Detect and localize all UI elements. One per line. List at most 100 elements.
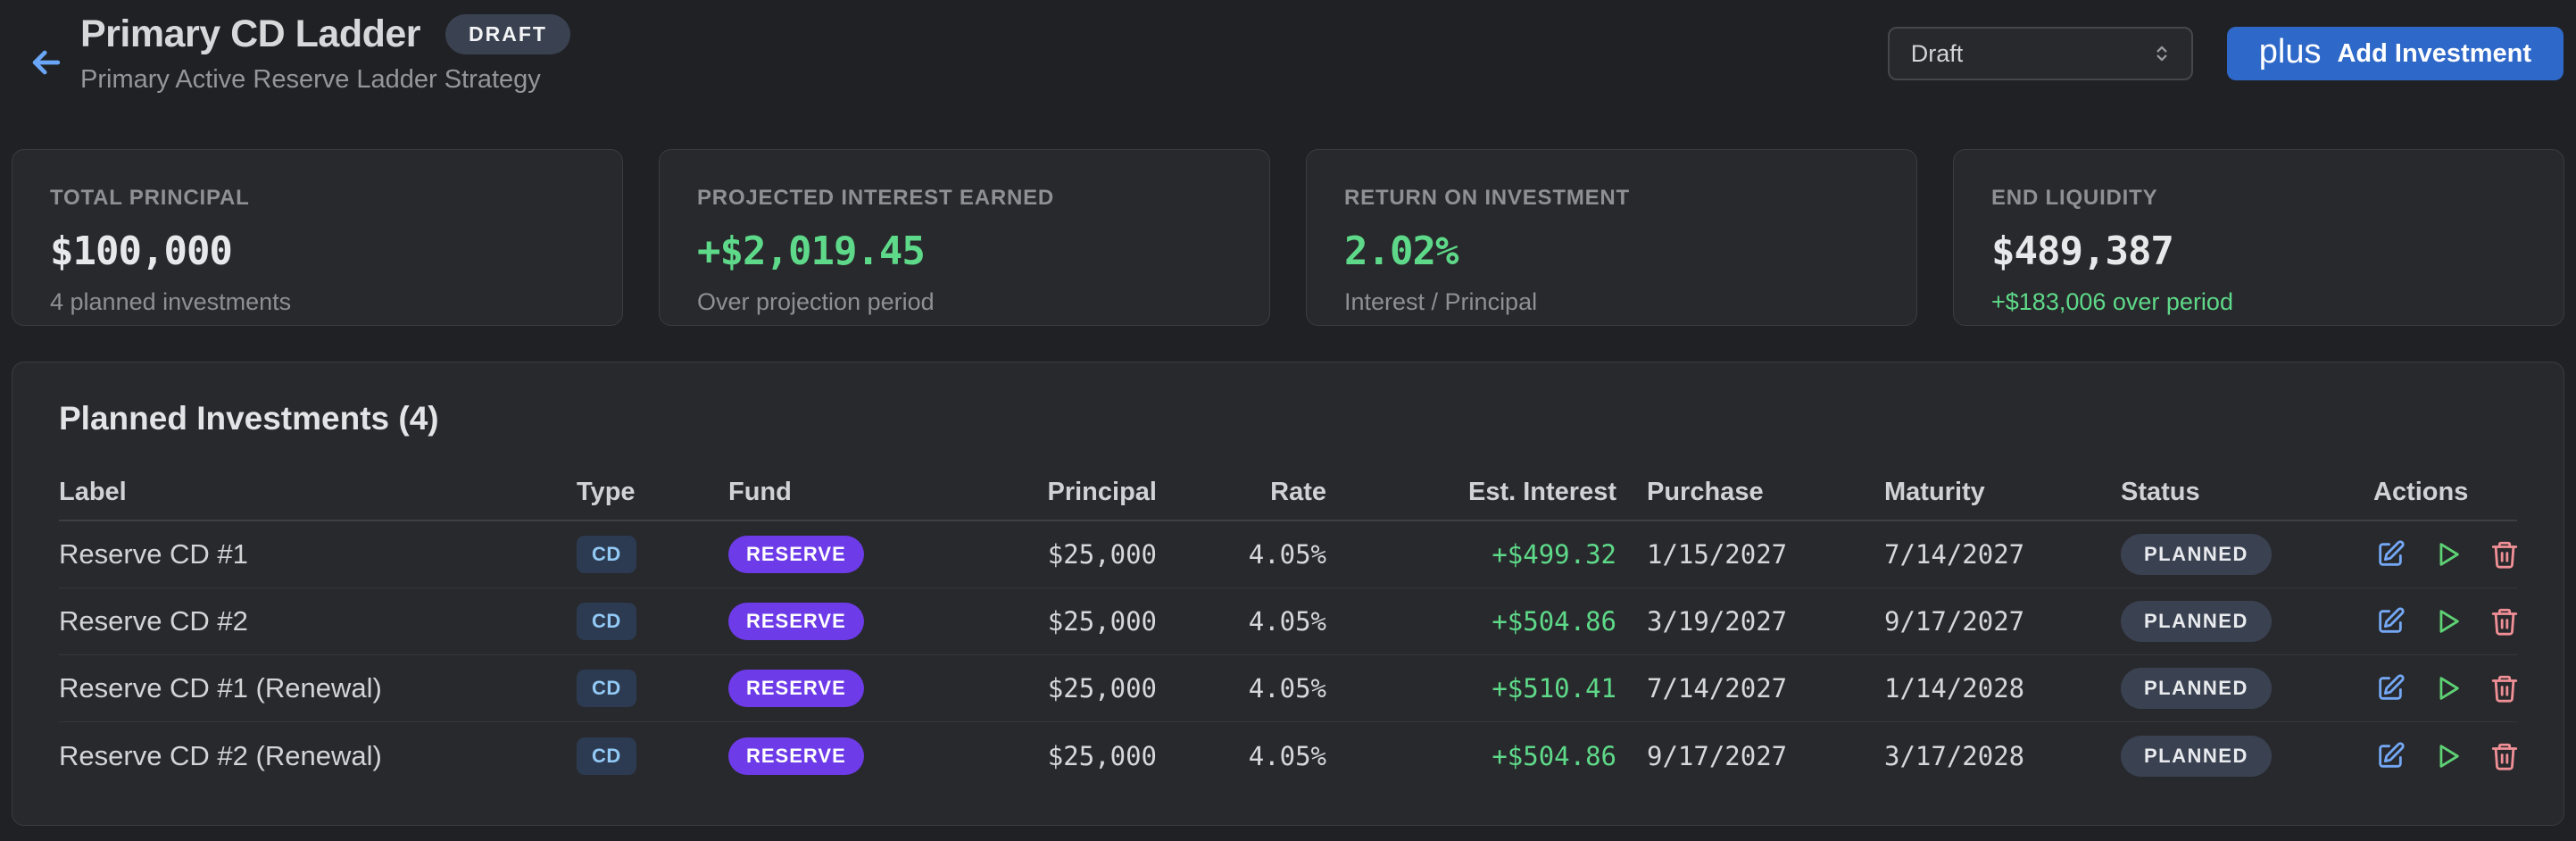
principal-value: $25,000	[1047, 539, 1157, 570]
est-interest-value: +$510.41	[1492, 673, 1616, 704]
stat-subtext: Over projection period	[697, 288, 935, 315]
stat-card-return-on-investment: RETURN ON INVESTMENT 2.02% Interest / Pr…	[1306, 149, 1917, 326]
table-row: Reserve CD #1 (Renewal) CD RESERVE $25,0…	[59, 655, 2518, 722]
fund-badge: RESERVE	[728, 670, 864, 707]
status-select[interactable]: Draft	[1887, 27, 2193, 80]
investment-label: Reserve CD #1	[59, 538, 248, 570]
add-investment-label: Add Investment	[2337, 38, 2531, 68]
stat-label: PROJECTED INTEREST EARNED	[697, 186, 1055, 210]
purchase-date: 7/14/2027	[1647, 673, 1788, 704]
edit-button[interactable]	[2373, 537, 2407, 571]
stat-value: $100,000	[50, 229, 233, 274]
purchase-date: 3/19/2027	[1647, 606, 1788, 637]
page-header: Primary CD Ladder DRAFT Primary Active R…	[0, 0, 2576, 136]
maturity-date: 9/17/2027	[1884, 606, 2025, 637]
fund-badge: RESERVE	[728, 536, 864, 573]
edit-pencil-square-icon	[2379, 674, 2405, 700]
maturity-date: 3/17/2028	[1884, 740, 2025, 771]
column-header-actions: Actions	[2373, 477, 2469, 506]
column-header-rate: Rate	[1270, 477, 1326, 506]
delete-button[interactable]	[2488, 671, 2522, 705]
column-header-maturity: Maturity	[1884, 477, 1985, 506]
delete-button[interactable]	[2488, 739, 2522, 773]
type-badge: CD	[577, 737, 636, 775]
status-select-value: Draft	[1910, 39, 1964, 67]
column-header-fund: Fund	[728, 477, 792, 506]
edit-button[interactable]	[2373, 739, 2407, 773]
planned-investments-panel: Planned Investments (4) Label Type Fund …	[12, 362, 2564, 826]
est-interest-value: +$504.86	[1492, 606, 1616, 637]
trash-icon	[2491, 541, 2518, 569]
run-button[interactable]	[2431, 739, 2464, 773]
est-interest-value: +$504.86	[1492, 740, 1616, 771]
title-block: Primary CD Ladder DRAFT Primary Active R…	[80, 12, 570, 95]
run-button[interactable]	[2431, 671, 2464, 705]
principal-value: $25,000	[1047, 740, 1157, 771]
edit-button[interactable]	[2373, 671, 2407, 705]
run-button[interactable]	[2431, 604, 2464, 638]
rate-value: 4.05%	[1248, 673, 1326, 704]
stat-card-end-liquidity: END LIQUIDITY $489,387 +$183,006 over pe…	[1953, 149, 2564, 326]
column-header-status: Status	[2121, 477, 2200, 506]
play-icon	[2439, 677, 2459, 700]
add-investment-button[interactable]: plus Add Investment	[2226, 27, 2564, 80]
back-button[interactable]	[21, 37, 71, 87]
column-header-est-interest: Est. Interest	[1468, 477, 1616, 506]
page-subtitle: Primary Active Reserve Ladder Strategy	[80, 65, 541, 94]
principal-value: $25,000	[1047, 673, 1157, 704]
column-header-type: Type	[577, 477, 636, 506]
maturity-date: 7/14/2027	[1884, 539, 2025, 570]
stat-value: +$2,019.45	[697, 229, 926, 274]
trash-icon	[2491, 743, 2518, 770]
delete-button[interactable]	[2488, 537, 2522, 571]
fund-badge: RESERVE	[728, 737, 864, 775]
stat-subtext: Interest / Principal	[1344, 288, 1538, 315]
header-controls: Draft plus Add Investment	[1887, 27, 2564, 80]
stat-label: TOTAL PRINCIPAL	[50, 186, 250, 210]
trash-icon	[2491, 675, 2518, 703]
rate-value: 4.05%	[1248, 740, 1326, 771]
stat-label: END LIQUIDITY	[1991, 186, 2158, 210]
page-title: Primary CD Ladder	[80, 12, 421, 55]
play-icon	[2439, 744, 2459, 768]
play-icon	[2439, 610, 2459, 633]
run-button[interactable]	[2431, 537, 2464, 571]
stats-row: TOTAL PRINCIPAL $100,000 4 planned inves…	[0, 149, 2576, 326]
stat-label: RETURN ON INVESTMENT	[1344, 186, 1631, 210]
investment-label: Reserve CD #2 (Renewal)	[59, 739, 382, 771]
draft-status-badge: DRAFT	[445, 14, 570, 54]
play-icon	[2439, 543, 2459, 566]
status-badge: PLANNED	[2121, 534, 2272, 575]
panel-title: Planned Investments (4)	[59, 400, 439, 437]
type-badge: CD	[577, 603, 636, 640]
investment-label: Reserve CD #2	[59, 605, 248, 637]
stat-subtext: +$183,006 over period	[1991, 288, 2233, 315]
est-interest-value: +$499.32	[1492, 539, 1616, 570]
column-header-principal: Principal	[1047, 477, 1158, 506]
type-badge: CD	[577, 670, 636, 707]
status-badge: PLANNED	[2121, 735, 2272, 777]
principal-value: $25,000	[1047, 606, 1157, 637]
stat-card-total-principal: TOTAL PRINCIPAL $100,000 4 planned inves…	[12, 149, 623, 326]
stat-card-projected-interest: PROJECTED INTEREST EARNED +$2,019.45 Ove…	[659, 149, 1270, 326]
stat-value: $489,387	[1991, 229, 2174, 274]
edit-pencil-square-icon	[2379, 741, 2405, 768]
rate-value: 4.05%	[1248, 606, 1326, 637]
purchase-date: 9/17/2027	[1647, 740, 1788, 771]
table-header-row: Label Type Fund Principal Rate Est. Inte…	[59, 464, 2517, 521]
plus-icon: plus	[2258, 33, 2322, 71]
type-badge: CD	[577, 536, 636, 573]
status-badge: PLANNED	[2121, 668, 2272, 709]
rate-value: 4.05%	[1248, 539, 1326, 570]
arrow-left-icon	[27, 43, 66, 82]
trash-icon	[2491, 608, 2518, 636]
edit-button[interactable]	[2373, 604, 2407, 638]
maturity-date: 1/14/2028	[1884, 673, 2025, 704]
stat-value: 2.02%	[1344, 229, 1458, 274]
column-header-purchase: Purchase	[1647, 477, 1764, 506]
delete-button[interactable]	[2488, 604, 2522, 638]
purchase-date: 1/15/2027	[1647, 539, 1788, 570]
table-row: Reserve CD #2 (Renewal) CD RESERVE $25,0…	[59, 722, 2518, 789]
column-header-label: Label	[59, 477, 127, 506]
edit-pencil-square-icon	[2379, 607, 2405, 633]
